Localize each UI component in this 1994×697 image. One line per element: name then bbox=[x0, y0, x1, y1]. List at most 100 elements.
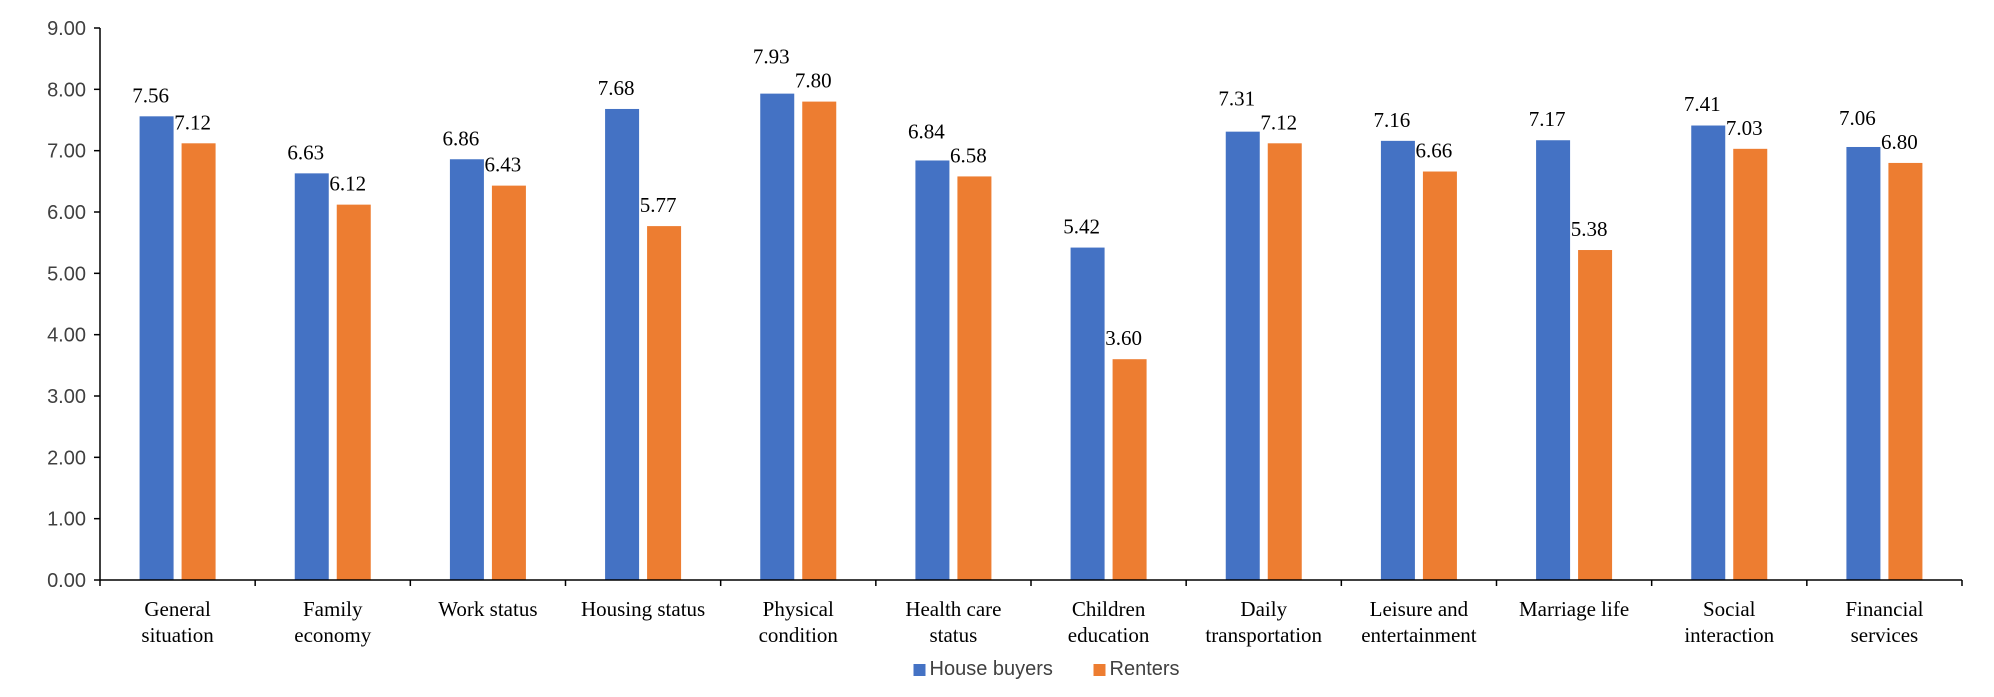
data-label-house-buyers: 7.06 bbox=[1839, 106, 1876, 130]
y-tick-label: 1.00 bbox=[47, 509, 86, 531]
data-label-renters: 6.12 bbox=[329, 172, 366, 196]
category-label-line: situation bbox=[141, 623, 214, 647]
data-label-house-buyers: 7.56 bbox=[132, 83, 169, 107]
bar-renters bbox=[491, 185, 526, 581]
bar-renters bbox=[1733, 148, 1768, 580]
legend: House buyers Renters bbox=[913, 658, 1180, 680]
bar-house-buyers bbox=[1536, 140, 1571, 581]
legend-label-house-buyers: House buyers bbox=[930, 658, 1053, 680]
data-label-house-buyers: 7.17 bbox=[1529, 107, 1566, 131]
category-label: Family economy bbox=[294, 597, 371, 647]
data-label-house-buyers: 7.41 bbox=[1684, 92, 1721, 116]
category-label-line: economy bbox=[294, 623, 371, 647]
category-label-line: Social bbox=[1703, 597, 1756, 621]
data-label-renters: 7.03 bbox=[1726, 116, 1763, 140]
category-label: Physical condition bbox=[759, 597, 839, 647]
category-label-line: Financial bbox=[1845, 597, 1923, 621]
legend-swatch-renters bbox=[1093, 664, 1106, 676]
y-axis: 0.00 1.00 2.00 3.00 4.00 5.00 6.00 7.00 8.00 9.00 bbox=[47, 18, 101, 592]
category-label-line: transportation bbox=[1205, 623, 1322, 647]
category-label-line: Work status bbox=[438, 597, 537, 621]
data-label-house-buyers: 7.68 bbox=[598, 76, 635, 100]
category-label: Marriage life bbox=[1519, 597, 1629, 621]
bar-renters bbox=[802, 101, 837, 580]
data-label-house-buyers: 6.84 bbox=[908, 119, 945, 143]
bar-renters bbox=[1578, 250, 1613, 580]
legend-swatch-house-buyers bbox=[913, 664, 926, 676]
category-label-line: Leisure and bbox=[1370, 597, 1469, 621]
y-tick-label: 4.00 bbox=[47, 325, 86, 347]
category-label: Leisure and entertainment bbox=[1361, 597, 1477, 647]
y-tick-label: 9.00 bbox=[47, 18, 86, 40]
category-label: Financial services bbox=[1845, 597, 1923, 647]
bar-renters bbox=[1112, 359, 1147, 580]
x-axis: General situation Family economy Work status… bbox=[99, 579, 1963, 647]
bar-renters bbox=[1888, 162, 1923, 580]
data-label-renters: 6.43 bbox=[485, 153, 522, 177]
data-label-renters: 6.66 bbox=[1416, 139, 1453, 163]
y-tick-label: 3.00 bbox=[47, 386, 86, 408]
data-label-house-buyers: 6.63 bbox=[287, 140, 324, 164]
data-label-house-buyers: 7.93 bbox=[753, 45, 790, 69]
category-label-line: Housing status bbox=[581, 597, 705, 621]
bar-renters bbox=[647, 226, 682, 580]
bar-house-buyers bbox=[1070, 247, 1105, 580]
category-label-line: Children bbox=[1072, 597, 1146, 621]
data-label-renters: 7.12 bbox=[1260, 110, 1297, 134]
y-tick-label: 0.00 bbox=[47, 570, 86, 592]
category-label: Housing status bbox=[581, 597, 705, 621]
bar-house-buyers bbox=[1846, 146, 1881, 580]
category-label-line: services bbox=[1851, 623, 1919, 647]
y-tick-label: 7.00 bbox=[47, 141, 86, 163]
bar-house-buyers bbox=[915, 160, 950, 581]
category-label: General situation bbox=[141, 597, 214, 647]
category-label-line: condition bbox=[759, 623, 839, 647]
bar-house-buyers bbox=[139, 116, 174, 580]
category-label-line: Family bbox=[303, 597, 363, 621]
data-label-renters: 5.77 bbox=[640, 193, 677, 217]
bar-house-buyers bbox=[1225, 131, 1260, 581]
bar-house-buyers bbox=[449, 159, 484, 580]
category-label-line: Physical bbox=[763, 597, 834, 621]
category-label: Children education bbox=[1068, 597, 1150, 647]
data-label-renters: 5.38 bbox=[1571, 217, 1608, 241]
category-label-line: entertainment bbox=[1361, 623, 1477, 647]
data-label-house-buyers: 6.86 bbox=[443, 126, 480, 150]
category-label-line: General bbox=[144, 597, 211, 621]
legend-label-renters: Renters bbox=[1110, 658, 1180, 680]
y-tick-label: 5.00 bbox=[47, 263, 86, 285]
data-label-renters: 6.58 bbox=[950, 143, 987, 167]
data-labels: 7.56 6.63 6.86 7.68 7.93 6.84 5.42 7.31 7.16 7.17… bbox=[132, 45, 1918, 351]
bar-renters bbox=[1267, 143, 1302, 580]
data-label-renters: 7.12 bbox=[174, 110, 211, 134]
bar-renters bbox=[181, 143, 216, 580]
category-label-line: Daily bbox=[1240, 597, 1287, 621]
y-tick-label: 2.00 bbox=[47, 447, 86, 469]
bar-house-buyers bbox=[760, 93, 795, 581]
bar-house-buyers bbox=[294, 173, 329, 581]
category-label: Health care status bbox=[905, 597, 1001, 647]
category-label-line: interaction bbox=[1684, 623, 1774, 647]
y-tick-label: 6.00 bbox=[47, 202, 86, 224]
y-tick-label: 8.00 bbox=[47, 79, 86, 101]
category-label: Daily transportation bbox=[1205, 597, 1322, 647]
bar-renters bbox=[957, 176, 992, 580]
data-label-renters: 3.60 bbox=[1105, 326, 1142, 350]
category-label-line: status bbox=[929, 623, 977, 647]
bar-house-buyers bbox=[1380, 140, 1415, 580]
data-label-renters: 7.80 bbox=[795, 69, 832, 93]
data-label-house-buyers: 7.31 bbox=[1218, 86, 1255, 110]
bar-house-buyers bbox=[1691, 125, 1726, 581]
category-label-line: education bbox=[1068, 623, 1150, 647]
category-label: Social interaction bbox=[1684, 597, 1774, 647]
bar-renters bbox=[1422, 171, 1457, 580]
bar-renters bbox=[336, 204, 371, 580]
category-label-line: Marriage life bbox=[1519, 597, 1629, 621]
bars bbox=[139, 93, 1923, 581]
data-label-renters: 6.80 bbox=[1881, 130, 1918, 154]
data-label-house-buyers: 5.42 bbox=[1063, 215, 1100, 239]
data-label-house-buyers: 7.16 bbox=[1374, 108, 1411, 132]
category-label-line: Health care bbox=[905, 597, 1001, 621]
bar-house-buyers bbox=[605, 108, 640, 581]
